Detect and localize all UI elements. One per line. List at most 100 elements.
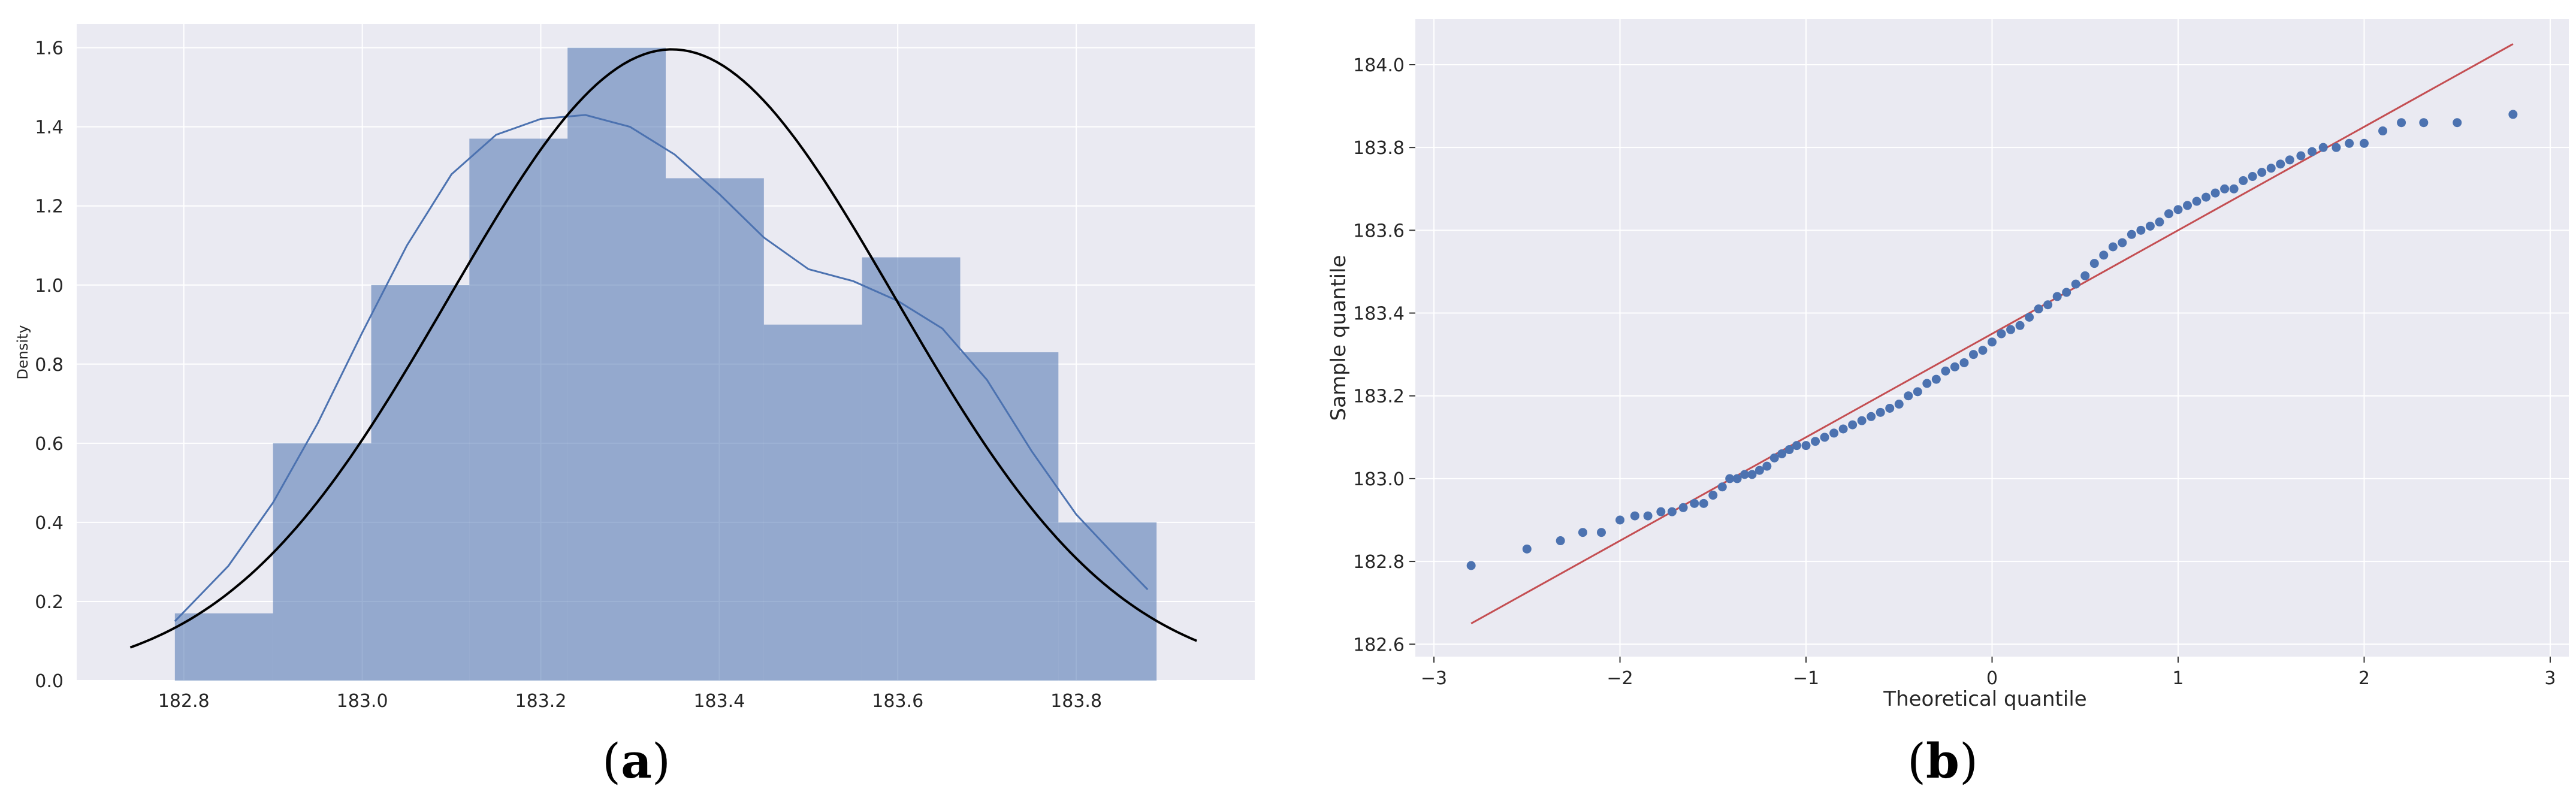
chart-a-ytick-label: 0.4	[35, 513, 64, 534]
chart-b-point	[1556, 536, 1565, 546]
chart-b-point	[1784, 445, 1794, 455]
chart-a-xtick-label: 183.8	[1050, 691, 1102, 712]
chart-b-reference-line-segment	[1470, 43, 2514, 625]
chart-b-point	[1596, 528, 1606, 537]
chart-b-ytick-label: 183.0	[1353, 469, 1405, 490]
chart-a-panel-label-letter: a	[621, 733, 652, 789]
chart-b-point	[1678, 503, 1688, 512]
chart-b-point	[1941, 366, 1950, 376]
chart-b-point	[1769, 453, 1779, 463]
chart-b-xtick-label: 2	[2358, 668, 2370, 689]
chart-b-point	[1792, 441, 1801, 451]
chart-b-point	[1838, 424, 1848, 434]
chart-b-point	[2296, 151, 2306, 161]
chart-b-point	[1630, 511, 1639, 521]
chart-a-bar	[273, 443, 372, 681]
chart-b-point	[1913, 387, 1922, 397]
chart-b-point	[1732, 474, 1742, 483]
chart-b-panel-label: (b)	[1907, 733, 1978, 789]
chart-b-point	[1615, 515, 1625, 525]
chart-a-ytick-label: 1.6	[35, 38, 64, 59]
chart-b-point	[1857, 416, 1867, 425]
chart-b-point	[2419, 118, 2429, 128]
chart-a-ylabel: Density	[14, 325, 31, 379]
chart-b-point	[1522, 544, 1532, 554]
chart-b-point	[2118, 238, 2127, 247]
chart-a-bars	[174, 47, 1157, 681]
chart-b-xtick-label: −2	[1606, 668, 1633, 689]
chart-b-point	[2192, 197, 2201, 206]
chart-b-point	[1894, 400, 1904, 409]
chart-b-ytick-label: 183.4	[1353, 304, 1405, 325]
chart-b-point	[2062, 288, 2071, 297]
chart-b-point	[1747, 470, 1757, 479]
chart-b-point	[1708, 491, 1718, 500]
chart-b-point	[1950, 362, 1959, 371]
chart-b-xtick-label: 0	[1986, 668, 1998, 689]
chart-b: −3 −2 −1 0 1 2 3 182.6 182.8 183.0 183.2 183.4 183.6…	[1327, 19, 2569, 789]
chart-a-bar	[960, 352, 1059, 681]
chart-b-panel-label-open: (	[1907, 733, 1926, 789]
chart-b-point	[1968, 350, 1978, 359]
chart-a-ytick-label: 0.2	[35, 592, 64, 613]
chart-b-ytick-label: 183.6	[1353, 220, 1405, 241]
chart-b-ytick-label: 182.8	[1353, 552, 1405, 573]
chart-b-ytick-label: 183.2	[1353, 386, 1405, 407]
chart-b-point	[1931, 374, 1941, 384]
chart-b-point	[1997, 329, 2006, 338]
chart-b-point	[2089, 259, 2099, 268]
chart-b-point	[2015, 321, 2025, 330]
chart-b-point	[1777, 449, 1787, 458]
chart-b-point	[1820, 433, 1829, 442]
chart-b-point	[2034, 304, 2043, 314]
chart-b-point	[1867, 412, 1876, 421]
chart-b-point	[2359, 138, 2369, 148]
chart-a-xtick-label: 183.4	[693, 691, 745, 712]
chart-b-ytick-label: 184.0	[1353, 55, 1405, 76]
chart-b-point	[1717, 482, 1727, 492]
chart-b-ytick-label: 182.6	[1353, 634, 1405, 655]
chart-b-tick-labels: −3 −2 −1 0 1 2 3 182.6 182.8 183.0 183.2 183.4 183.6…	[1353, 55, 2556, 689]
chart-b-panel-label-close: )	[1959, 733, 1978, 789]
chart-a-xtick-label: 183.6	[872, 691, 923, 712]
chart-b-point	[1959, 358, 1969, 367]
chart-b-xtick-label: −3	[1421, 668, 1447, 689]
chart-b-point	[2397, 118, 2406, 128]
chart-b-point	[2285, 155, 2294, 165]
chart-b-point	[2145, 221, 2155, 231]
chart-b-point	[1754, 466, 1764, 475]
chart-b-points	[1466, 110, 2518, 570]
chart-a-bar	[862, 257, 961, 681]
chart-a-xtick-label: 182.8	[158, 691, 210, 712]
chart-b-point	[2052, 292, 2062, 301]
chart-a-bar	[174, 613, 273, 681]
chart-a-panel-label-open: (	[602, 733, 621, 789]
chart-b-xlabel: Theoretical quantile	[1883, 687, 2086, 711]
chart-b-point	[1988, 337, 1997, 347]
chart-b-point	[2099, 250, 2109, 260]
chart-b-point	[2173, 205, 2183, 214]
chart-b-point	[2127, 229, 2136, 239]
chart-b-point	[1667, 507, 1677, 516]
chart-b-xtick-label: 1	[2172, 668, 2184, 689]
chart-b-point	[2378, 126, 2388, 136]
chart-a-bar	[469, 138, 568, 681]
chart-a-ytick-label: 1.4	[35, 117, 64, 138]
chart-b-panel-label-letter: b	[1926, 733, 1959, 789]
chart-a-tick-labels: 182.8 183.0 183.2 183.4 183.6 183.8 0.0 0.2 0.4 0…	[35, 38, 1102, 712]
chart-b-point	[1829, 428, 1839, 438]
chart-a-bar	[666, 178, 764, 681]
chart-b-point	[1690, 498, 1699, 508]
chart-b-point	[2508, 110, 2518, 119]
chart-b-point	[1466, 561, 1476, 570]
chart-b-point	[1848, 420, 1858, 430]
chart-b-point	[1578, 528, 1587, 537]
chart-b-point	[1699, 498, 1708, 508]
chart-b-point	[2239, 176, 2248, 185]
chart-b-point	[2276, 159, 2285, 169]
chart-b-ylabel: Sample quantile	[1327, 255, 1351, 421]
chart-b-point	[1643, 511, 1653, 521]
chart-b-point	[1740, 470, 1750, 479]
chart-a-bar	[1058, 522, 1157, 681]
